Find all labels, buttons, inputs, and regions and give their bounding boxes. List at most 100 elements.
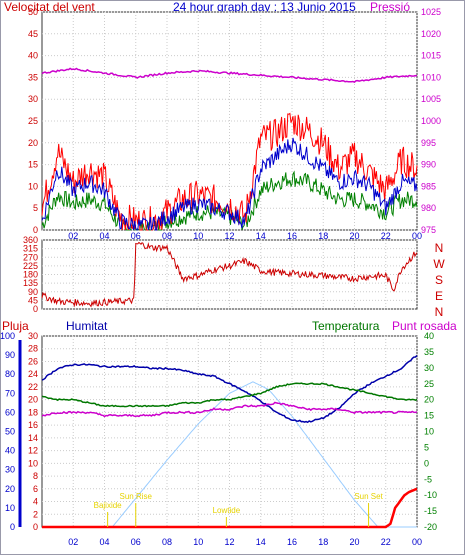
direction-y-tick: 45 <box>28 295 38 305</box>
climate-x-tick: 18 <box>318 537 328 547</box>
wind-y-tick: 40 <box>28 51 38 61</box>
direction-y-tick: 135 <box>23 278 38 288</box>
pressure-y-tick: 975 <box>421 225 436 235</box>
humidity-y-tick: 0 <box>10 522 15 532</box>
rain-y-tick: 26 <box>28 356 38 366</box>
wind-y-tick: 5 <box>33 203 38 213</box>
direction-y-tick: 180 <box>23 270 38 280</box>
temperature-y-tick: -15 <box>424 506 437 516</box>
climate-x-tick: 08 <box>162 537 172 547</box>
pressure-y-tick: 1000 <box>421 116 441 126</box>
wind-x-tick: 14 <box>256 231 266 241</box>
wind-x-tick: 06 <box>131 231 141 241</box>
pressure-y-tick: 1005 <box>421 94 441 104</box>
rain-y-tick: 24 <box>28 369 38 379</box>
compass-label: N <box>435 241 444 255</box>
humidity-y-tick: 90 <box>5 350 15 360</box>
wind-x-tick: 20 <box>349 231 359 241</box>
wind-y-tick: 30 <box>28 94 38 104</box>
pressure-y-tick: 985 <box>421 181 436 191</box>
pressure-y-tick: 990 <box>421 160 436 170</box>
rain-y-tick: 8 <box>33 471 38 481</box>
rain-line <box>42 487 418 529</box>
temperature-y-tick: -5 <box>424 474 432 484</box>
temperature-y-tick: 40 <box>424 331 434 341</box>
wind-y-tick: 15 <box>28 160 38 170</box>
wind-y-tick: 35 <box>28 72 38 82</box>
chart-title: 24 hour graph day : 13 Junio 2015 <box>173 0 356 14</box>
rain-y-tick: 12 <box>28 446 38 456</box>
temperature-y-tick: -10 <box>424 490 437 500</box>
pressure-y-tick: 1020 <box>421 29 441 39</box>
pressure-y-tick: 980 <box>421 203 436 213</box>
pressure-y-tick: 1015 <box>421 51 441 61</box>
compass-label: W <box>433 257 445 271</box>
rain-y-tick: 16 <box>28 420 38 430</box>
climate-x-tick: 22 <box>381 537 391 547</box>
wind-speed-title: Velocitat del vent <box>4 0 95 14</box>
annotation-label: Sun Rise <box>120 492 153 501</box>
climate-x-tick: 04 <box>99 537 109 547</box>
wind-y-tick: 45 <box>28 29 38 39</box>
temperature-y-tick: 10 <box>424 427 434 437</box>
temperature-y-tick: 35 <box>424 347 434 357</box>
humidity-y-tick: 20 <box>5 484 15 494</box>
temperature-y-tick: 25 <box>424 379 434 389</box>
humidity-y-tick: 10 <box>5 503 15 513</box>
climate-x-tick: 12 <box>224 537 234 547</box>
rain-y-tick: 28 <box>28 344 38 354</box>
wind-y-tick: 25 <box>28 116 38 126</box>
wind-y-tick: 10 <box>28 181 38 191</box>
rain-y-tick: 0 <box>33 522 38 532</box>
pressure-y-tick: 1025 <box>421 7 441 17</box>
rain-y-tick: 18 <box>28 407 38 417</box>
rain-y-tick: 2 <box>33 509 38 519</box>
dewpoint-line <box>41 401 418 418</box>
temperature-y-tick: 0 <box>424 458 429 468</box>
climate-x-tick: 20 <box>349 537 359 547</box>
humidity-y-tick: 80 <box>5 369 15 379</box>
temperature-y-tick: -20 <box>424 522 437 532</box>
wind-y-tick: 20 <box>28 138 38 148</box>
climate-x-tick: 16 <box>287 537 297 547</box>
humidity-y-tick: 40 <box>5 446 15 456</box>
climate-x-tick: 00 <box>412 537 422 547</box>
temperature-label: Temperatura <box>312 319 380 333</box>
humidity-y-tick: 50 <box>5 427 15 437</box>
rain-y-tick: 30 <box>28 331 38 341</box>
direction-y-tick: 315 <box>23 244 38 254</box>
pressure-y-tick: 1010 <box>421 72 441 82</box>
pressure-y-tick: 995 <box>421 138 436 148</box>
rain-y-tick: 20 <box>28 395 38 405</box>
rain-y-tick: 6 <box>33 484 38 494</box>
temperature-y-tick: 15 <box>424 411 434 421</box>
annotation-label: Bajixide <box>94 501 123 510</box>
wind-x-tick: 22 <box>381 231 391 241</box>
pressure-line <box>41 67 418 83</box>
wind-x-tick: 16 <box>287 231 297 241</box>
wind-x-tick: 02 <box>68 231 78 241</box>
annotation-label: Lowtide <box>213 506 241 515</box>
humidity-y-tick: 30 <box>5 465 15 475</box>
climate-x-tick: 02 <box>68 537 78 547</box>
temperature-y-tick: 5 <box>424 442 429 452</box>
dewpoint-label: Punt rosada <box>392 319 457 333</box>
direction-y-tick: 270 <box>23 252 38 262</box>
wind-speed-line <box>41 137 418 231</box>
rain-label: Pluja <box>2 319 29 333</box>
pressure-title: Pressió <box>370 0 410 14</box>
humidity-y-tick: 100 <box>0 331 15 341</box>
wind-x-tick: 10 <box>193 231 203 241</box>
compass-label: N <box>435 305 444 319</box>
climate-x-tick: 10 <box>193 537 203 547</box>
wind-x-tick: 08 <box>162 231 172 241</box>
humidity-y-tick: 70 <box>5 388 15 398</box>
annotation-label: Sun Set <box>354 492 383 501</box>
climate-x-tick: 14 <box>256 537 266 547</box>
direction-y-tick: 90 <box>28 287 38 297</box>
humidity-y-tick: 60 <box>5 407 15 417</box>
climate-x-tick: 06 <box>131 537 141 547</box>
compass-label: S <box>435 273 443 287</box>
temperature-line <box>41 382 418 408</box>
